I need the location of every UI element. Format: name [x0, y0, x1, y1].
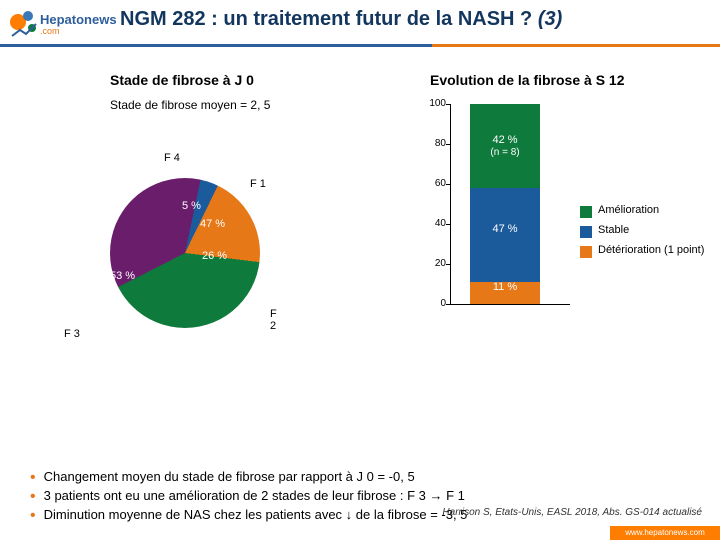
bullet-item: • Changement moyen du stade de fibrose pa…	[30, 468, 700, 487]
y-tick-label: 20	[422, 258, 446, 269]
pie-slice-value: 26 %	[202, 250, 227, 262]
bar-segment-label: 47 %	[470, 223, 540, 235]
legend-swatch	[580, 206, 592, 218]
legend-label: Amélioration	[598, 204, 659, 216]
legend-item: Détérioration (1 point)	[580, 244, 704, 258]
y-tick-label: 80	[422, 138, 446, 149]
pie-chart: F 15 %F 226 %F 353 %F 447 %	[90, 158, 280, 348]
bar-segment-label: 42 %(n = 8)	[470, 134, 540, 158]
bullet-text: Diminution moyenne de NAS chez les patie…	[44, 506, 468, 525]
header-rule	[0, 44, 720, 47]
pie-slice-label: F 1	[250, 178, 266, 190]
pie-slice-label: F 3	[64, 328, 80, 340]
bar-heading: Evolution de la fibrose à S 12	[430, 72, 625, 88]
page-title: NGM 282 : un traitement futur de la NASH…	[120, 8, 562, 31]
y-tick-label: 0	[422, 298, 446, 309]
pie-slice-value: 53 %	[110, 270, 135, 282]
content: Stade de fibrose à J 0 Evolution de la f…	[0, 68, 720, 540]
bullet-text: 3 patients ont eu une amélioration de 2 …	[44, 487, 465, 506]
bar-segment-stable	[470, 188, 540, 282]
x-axis	[450, 304, 570, 305]
bullet-dot-icon: •	[30, 468, 36, 487]
pie-slice-label: F 4	[164, 152, 180, 164]
header: Hepatonews .com NGM 282 : un traitement …	[0, 0, 720, 56]
logo-text: Hepatonews	[40, 12, 117, 27]
logo-sub: .com	[40, 26, 60, 36]
y-tick	[446, 144, 450, 145]
title-suffix: (3)	[538, 8, 562, 30]
bullet-text: Changement moyen du stade de fibrose par…	[44, 468, 415, 487]
legend-swatch	[580, 226, 592, 238]
logo: Hepatonews .com	[6, 6, 106, 49]
legend: Amélioration Stable Détérioration (1 point…	[580, 204, 704, 264]
y-tick	[446, 184, 450, 185]
bullet-dot-icon: •	[30, 506, 36, 525]
legend-label: Stable	[598, 224, 629, 236]
title-text: NGM 282 : un traitement futur de la NASH…	[120, 8, 538, 30]
legend-item: Amélioration	[580, 204, 704, 218]
bullet-item: • 3 patients ont eu une amélioration de 2…	[30, 487, 700, 506]
bar-segment-label: 11 %	[470, 281, 540, 293]
pie-slice-value: 47 %	[200, 218, 225, 230]
y-tick	[446, 264, 450, 265]
y-tick	[446, 104, 450, 105]
pie-slice-value: 5 %	[182, 200, 201, 212]
y-tick	[446, 224, 450, 225]
legend-label: Détérioration (1 point)	[598, 244, 704, 256]
legend-swatch	[580, 246, 592, 258]
y-tick	[446, 304, 450, 305]
citation: Harrison S, Etats-Unis, EASL 2018, Abs. …	[442, 507, 702, 518]
y-axis	[450, 104, 451, 304]
pie-heading: Stade de fibrose à J 0	[110, 72, 254, 88]
y-tick-label: 40	[422, 218, 446, 229]
footer-url: www.hepatonews.com	[610, 526, 720, 540]
pie-subheading: Stade de fibrose moyen = 2, 5	[110, 98, 270, 112]
pie-slice-label: F 2	[270, 308, 280, 332]
legend-item: Stable	[580, 224, 704, 238]
bullet-dot-icon: •	[30, 487, 36, 506]
y-tick-label: 60	[422, 178, 446, 189]
y-tick-label: 100	[422, 98, 446, 109]
